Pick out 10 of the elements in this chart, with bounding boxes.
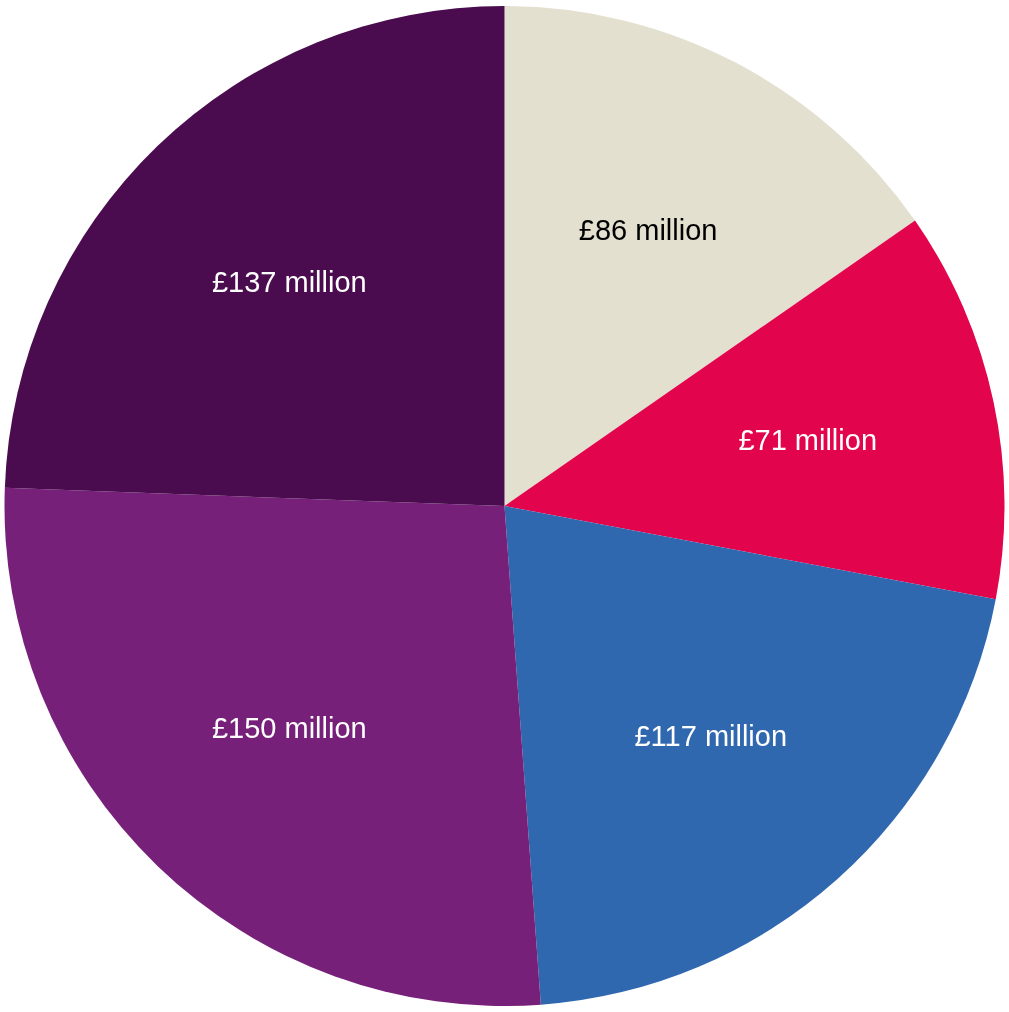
pie-slice: [4, 487, 541, 1006]
data-label: £117 million: [634, 720, 788, 753]
data-label: £150 million: [211, 712, 367, 745]
pie-slice: [504, 6, 916, 506]
data-label: £86 million: [578, 214, 718, 247]
pie-slice: [504, 506, 996, 1005]
pie-slice: [504, 220, 1005, 600]
data-label: £71 million: [738, 424, 878, 457]
pie-slice: [4, 6, 505, 506]
data-label: £137 million: [211, 265, 367, 298]
